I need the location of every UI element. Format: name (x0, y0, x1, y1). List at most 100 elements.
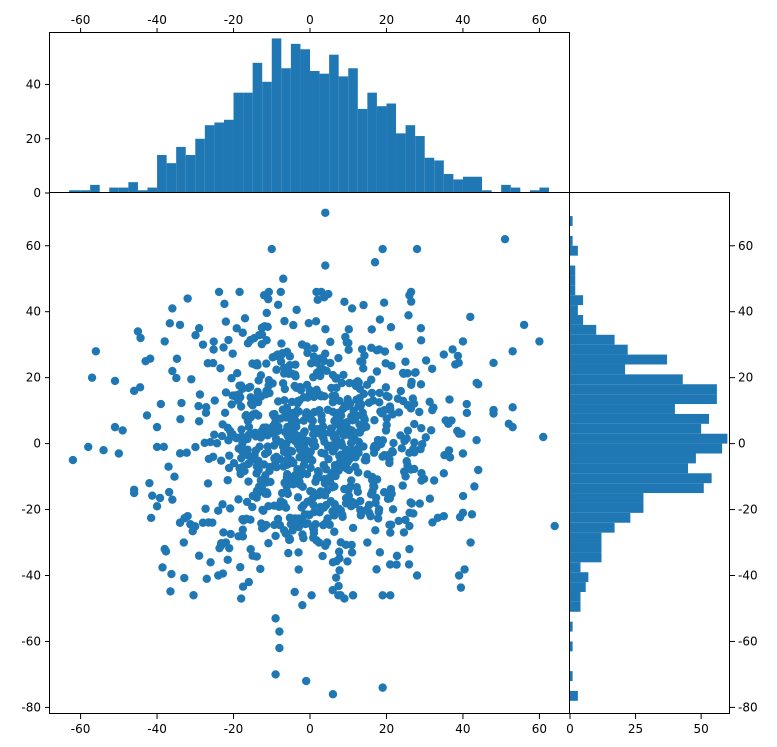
scatter-point (405, 448, 414, 457)
scatter-point (133, 327, 143, 336)
scatter-point (118, 426, 127, 435)
scatter-point (334, 547, 344, 556)
scatter-point (280, 396, 289, 405)
scatter-point (382, 420, 391, 430)
scatter-point (293, 399, 302, 408)
scatter-point (324, 454, 333, 464)
scatter-point (279, 498, 288, 508)
scatter-point (359, 413, 369, 422)
right-histogram-bar (570, 690, 578, 701)
scatter-point (500, 234, 510, 244)
scatter-point (394, 408, 404, 417)
scatter-point (388, 505, 398, 514)
scatter-point (238, 582, 248, 591)
scatter-point (460, 565, 469, 574)
scatter-point (337, 438, 346, 447)
top-histogram-bar (262, 81, 272, 193)
top-histogram-bar (501, 184, 511, 193)
scatter-point (342, 418, 352, 427)
right-histogram-bar (570, 265, 576, 276)
top-y-tick-label: 40 (26, 78, 41, 92)
right-histogram-bar (570, 671, 573, 682)
top-histogram-bar (128, 182, 138, 193)
right-histogram-bar (570, 433, 728, 444)
scatter-point (232, 324, 241, 333)
scatter-point (224, 335, 233, 345)
scatter-point (145, 478, 154, 488)
scatter-point (256, 476, 266, 485)
scatter-point (300, 444, 309, 453)
scatter-point (382, 391, 391, 401)
scatter-point (334, 581, 343, 591)
right-histogram-bar (570, 374, 683, 385)
scatter-point (319, 293, 329, 302)
scatter-point (293, 465, 302, 474)
scatter-point (172, 373, 181, 383)
scatter-point (280, 316, 289, 326)
scatter-point (218, 500, 227, 509)
scatter-point (303, 393, 312, 402)
scatter-point (439, 350, 449, 359)
scatter-point (375, 388, 384, 398)
scatter-point (519, 320, 529, 330)
scatter-point (315, 405, 324, 415)
scatter-point (355, 428, 365, 437)
right-histogram-bar (570, 413, 710, 424)
scatter-point (245, 382, 255, 392)
top-histogram-y-ticks: 0 20 40 (26, 78, 50, 200)
scatter-point (220, 408, 230, 418)
scatter-point (394, 516, 403, 526)
scatter-point (182, 448, 191, 457)
scatter-point (164, 487, 174, 497)
scatter-point (213, 506, 223, 515)
scatter-points (68, 208, 559, 699)
scatter-point (209, 337, 218, 346)
right-histogram-bar (570, 364, 626, 375)
scatter-point (194, 324, 204, 333)
scatter-point (354, 402, 363, 411)
scatter-point (309, 430, 318, 439)
scatter-point (235, 287, 244, 297)
scatter-point (221, 317, 231, 326)
scatter-point (429, 476, 439, 485)
scatter-point (331, 573, 341, 582)
scatter-point (341, 332, 350, 342)
right-histogram-bar (570, 453, 696, 464)
scatter-point (280, 384, 290, 394)
scatter-point (238, 525, 247, 534)
scatter-point (405, 521, 414, 531)
top-histogram-bar (252, 62, 263, 193)
scatter-point (354, 395, 363, 404)
scatter-point (240, 314, 250, 323)
top-x-tick-label: -20 (224, 13, 244, 27)
scatter-point (114, 449, 124, 458)
scatter-point (347, 548, 357, 557)
scatter-point (238, 532, 248, 541)
scatter-point (317, 448, 326, 458)
top-histogram-bar (338, 76, 349, 193)
scatter-point (440, 450, 449, 460)
right-histogram-bar (570, 305, 578, 315)
scatter-point (84, 442, 93, 452)
scatter-point (321, 261, 330, 270)
scatter-point (319, 520, 328, 530)
scatter-point (250, 428, 260, 438)
scatter-point (318, 429, 328, 438)
scatter-point (303, 348, 312, 358)
scatter-point (275, 627, 284, 636)
scatter-point (236, 562, 245, 572)
scatter-point (406, 287, 416, 297)
scatter-point (508, 347, 517, 356)
top-histogram-bar (424, 157, 435, 193)
scatter-point (439, 469, 449, 478)
scatter-point (332, 383, 341, 392)
scatter-point (302, 510, 311, 519)
scatter-point (176, 414, 185, 424)
scatter-point (268, 421, 278, 431)
scatter-point (321, 208, 330, 217)
right-histogram-bar (570, 394, 717, 405)
scatter-x-tick-label: -20 (224, 722, 244, 736)
scatter-point (194, 551, 204, 560)
top-histogram-bar (376, 106, 387, 193)
